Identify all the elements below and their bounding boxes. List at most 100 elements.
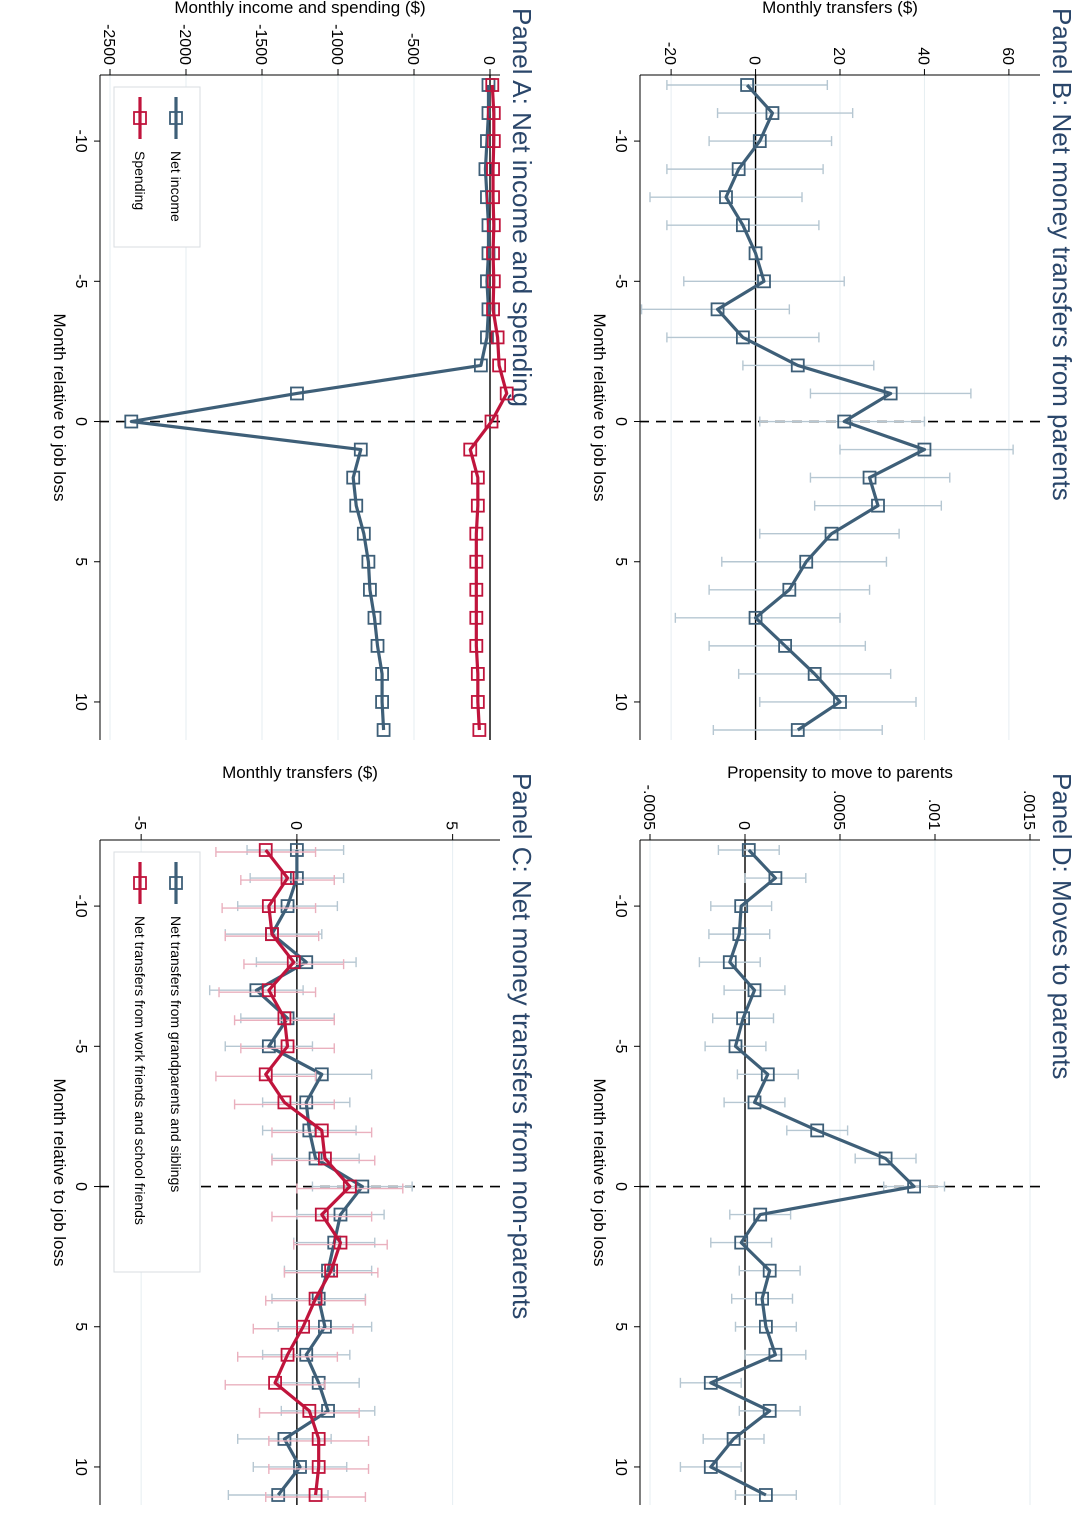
data-point [353,442,368,457]
data-point [486,162,500,177]
data-point [361,554,376,569]
x-tick-label: 10 [72,693,89,711]
x-tick-label: -10 [72,130,89,153]
data-point [280,1347,295,1362]
x-tick-label: 10 [72,1458,89,1476]
data-point [308,1488,323,1502]
data-point [370,638,385,653]
legend-label: Spending [132,151,148,210]
panel-title: Panel D: Moves to parents [1047,773,1077,1079]
data-point [367,610,382,625]
x-tick-label: 10 [612,693,629,711]
data-point [470,498,485,513]
data-point [299,1347,314,1362]
data-point [833,695,847,709]
data-point [734,899,749,913]
x-tick-label: -10 [612,130,629,153]
x-tick-label: -5 [612,1039,629,1053]
data-point [324,1263,339,1278]
series-line [709,848,916,1497]
y-tick-label: -2000 [176,24,193,65]
panel-a: Panel A: Net income and spending 0 -500 -10… [50,0,537,740]
data-point [463,442,478,457]
data-point [124,414,139,429]
data-point [258,1067,273,1082]
series-line [468,84,509,731]
x-axis-label: Month relative to job loss [590,1078,609,1266]
y-tick-label: 60 [999,47,1016,65]
data-point [268,1375,282,1390]
data-point [293,1460,307,1474]
data-point [758,1488,773,1502]
data-point [470,470,485,485]
legend-swatch-marker [169,111,183,125]
data-point [478,162,493,177]
x-tick-label: -5 [72,274,89,288]
legend-swatch-marker [133,876,147,890]
data-point [318,1151,332,1166]
data-point [311,1432,326,1446]
data-point [790,723,805,737]
x-tick-label: -10 [72,895,89,918]
data-point [290,386,304,401]
data-point [871,498,885,513]
data-point [917,442,932,457]
data-point [762,1403,777,1418]
data-point [719,190,733,205]
data-point [470,667,485,681]
legend-label: Net transfers from grandparents and sibl… [168,916,184,1192]
data-point [280,871,295,885]
data-point [261,983,276,998]
x-axis-label: Month relative to job loss [50,1078,69,1266]
data-point [469,554,484,569]
data-point [810,1123,825,1138]
x-axis-label: Month relative to job loss [50,313,69,501]
y-tick-label: -5 [131,816,148,830]
data-point [492,358,507,373]
data-point [762,1263,777,1278]
data-point [469,526,484,541]
y-tick-label: -.0005 [640,785,657,830]
x-tick-label: 5 [612,1322,629,1331]
legend-label: Net income [168,151,184,222]
data-point [318,1319,332,1334]
data-point [486,302,500,317]
data-point [473,358,488,373]
data-point [486,190,500,205]
data-point [757,274,771,289]
data-point [314,1123,329,1138]
data-point [907,1179,922,1194]
data-point [824,526,839,541]
legend-label: Net transfers from work friends and scho… [132,916,148,1225]
data-point [878,1151,893,1166]
data-point [710,302,725,317]
panel-title: Panel B: Net money transfers from parent… [1047,8,1077,501]
series-line [715,83,927,732]
data-point [753,1207,768,1222]
data-point [862,470,877,485]
data-point [311,1460,326,1474]
data-point [765,106,780,120]
y-axis-label: Monthly transfers ($) [762,0,918,17]
panel-title: Panel A: Net income and spending [507,8,537,407]
data-point [280,899,295,913]
panel-b: Panel B: Net money transfers from parent… [590,0,1077,740]
data-point [799,554,814,569]
data-point [376,723,391,737]
data-point [261,899,276,913]
x-tick-label: 0 [72,417,89,426]
data-point [883,386,898,401]
data-point [726,1432,741,1446]
data-point [768,1347,783,1362]
series-line [254,850,364,1496]
data-point [728,1039,743,1054]
data-point [265,927,279,942]
data-point [485,78,500,92]
data-point [469,582,484,597]
data-point [790,358,805,373]
data-point [760,1067,775,1082]
data-point [333,1207,348,1222]
data-point [261,1039,276,1054]
data-point [314,1207,329,1222]
